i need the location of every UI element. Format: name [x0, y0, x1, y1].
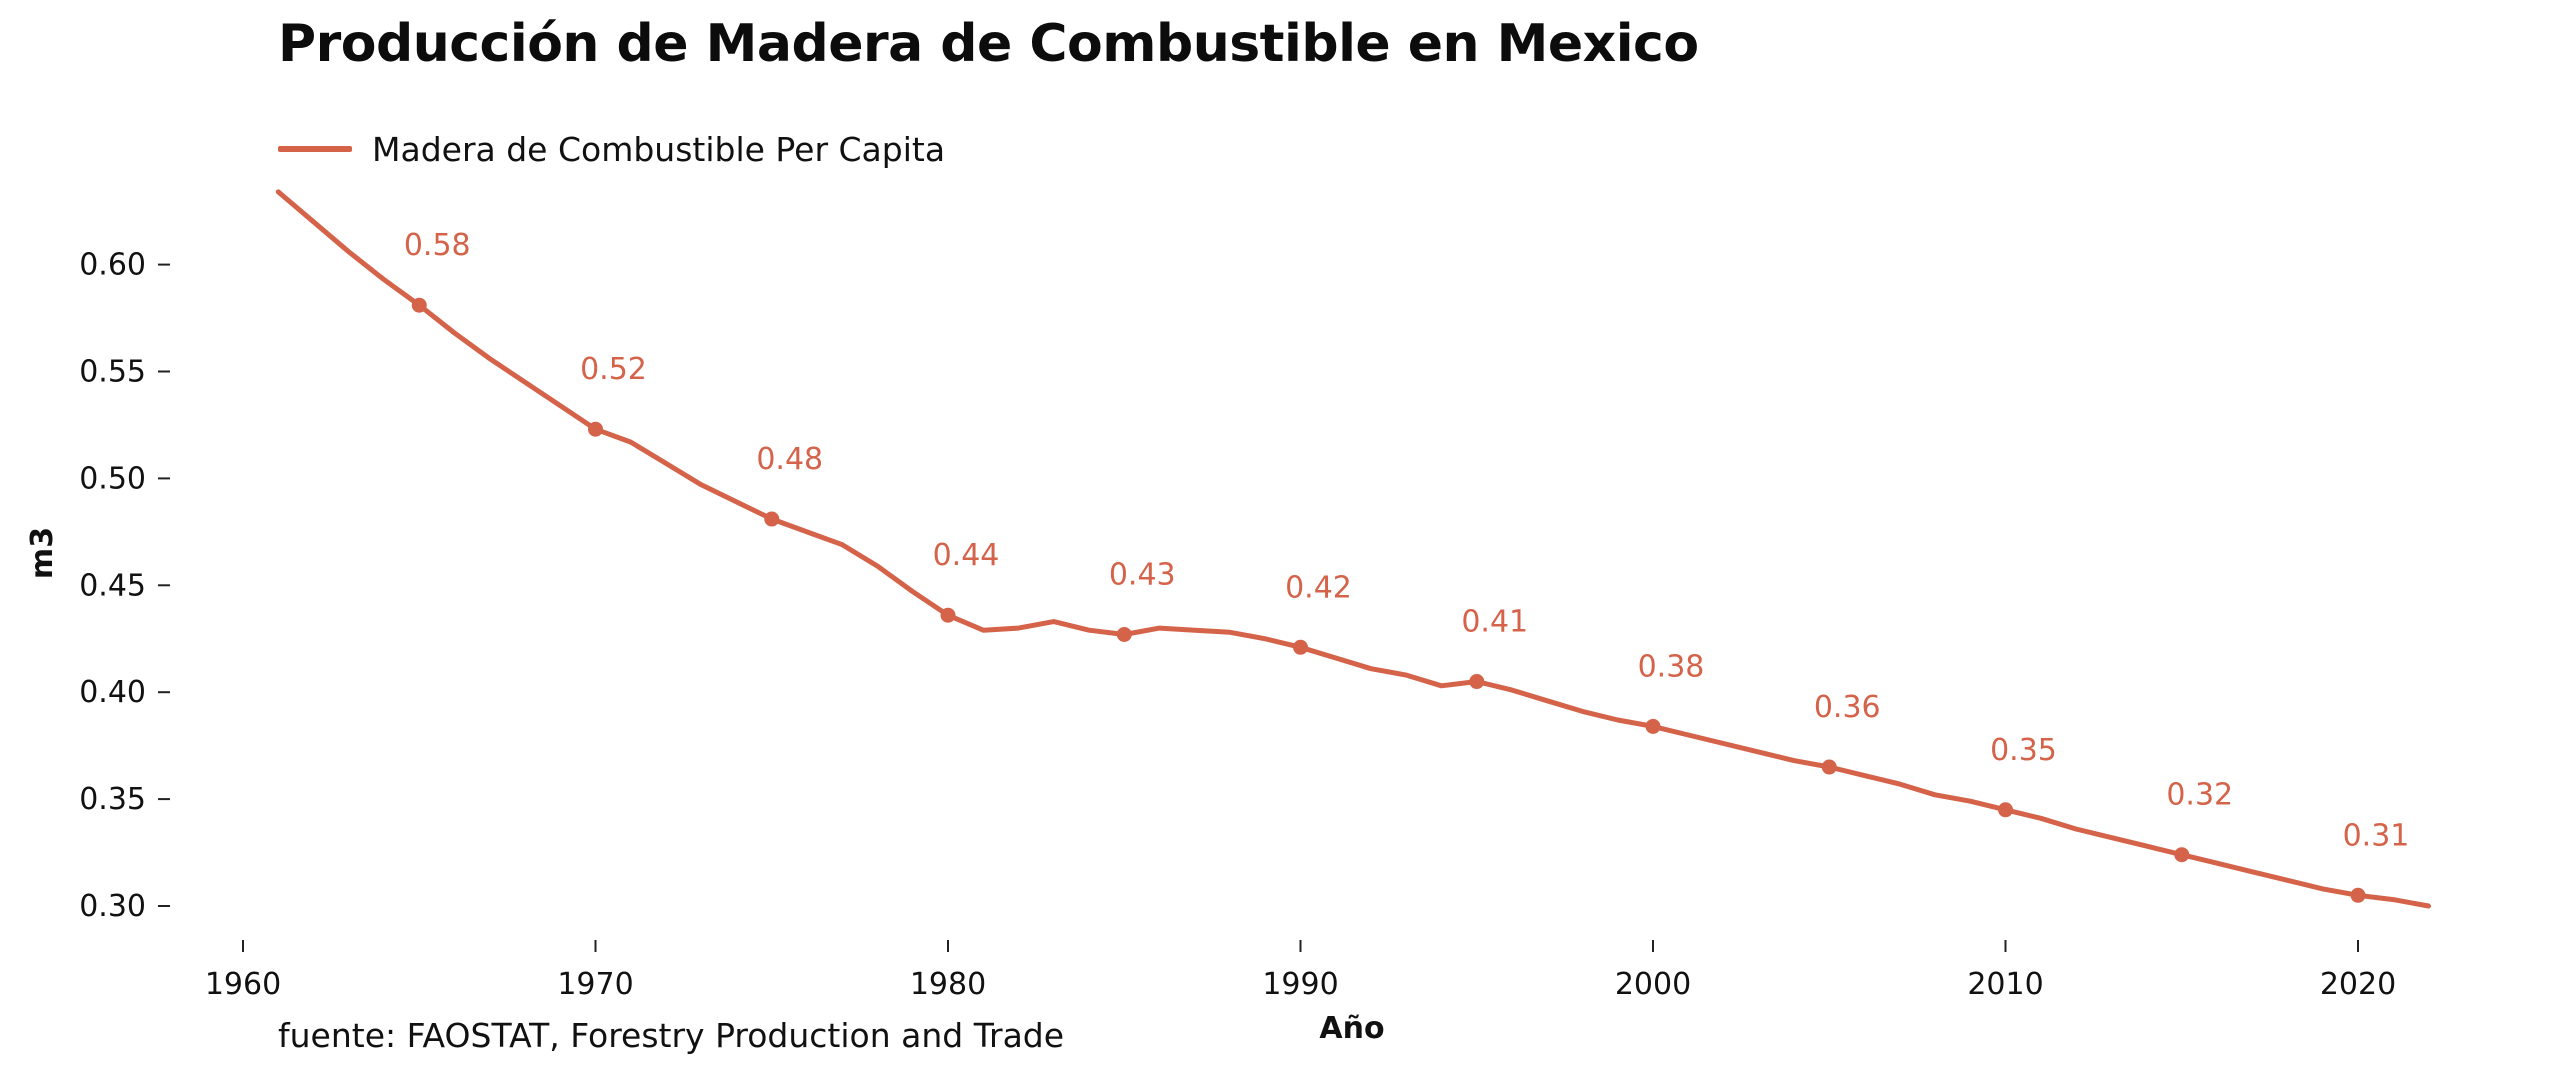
- data-label: 0.38: [1638, 649, 1705, 684]
- series-group: 0.58 0.52 0.48 0.44 0.43 0.42 0.41 0.38 0.36 0.35…: [275, 189, 2431, 909]
- x-tick-label: 1980: [910, 967, 986, 1002]
- data-label: 0.42: [1285, 570, 1352, 605]
- data-label: 0.41: [1461, 605, 1528, 640]
- data-point-marker: [764, 511, 780, 527]
- data-label: 0.35: [1990, 733, 2057, 768]
- x-axis-title: Año: [1319, 1011, 1384, 1046]
- y-tick-label: 0.55: [79, 355, 146, 390]
- y-tick-label: 0.30: [79, 889, 146, 924]
- data-point-marker: [1116, 626, 1132, 642]
- y-tick-label: 0.35: [79, 782, 146, 817]
- y-tick-label: 0.50: [79, 461, 146, 496]
- series-line: [275, 189, 2431, 909]
- data-point-marker: [588, 421, 603, 437]
- legend-swatch: [278, 146, 352, 152]
- data-label: 0.52: [580, 352, 647, 387]
- data-point-marker: [1645, 718, 1661, 734]
- y-axis-title: m3: [25, 527, 60, 579]
- x-tick-label: 2000: [1615, 967, 1691, 1002]
- data-label: 0.44: [933, 538, 1000, 573]
- data-point-marker: [411, 297, 427, 313]
- legend: Madera de Combustible Per Capita: [278, 124, 945, 174]
- data-point-marker: [1998, 802, 2013, 818]
- x-tick-label: 1990: [1262, 967, 1338, 1002]
- legend-label: Madera de Combustible Per Capita: [372, 129, 946, 169]
- x-tick-label: 2010: [1967, 967, 2043, 1002]
- data-point-marker: [940, 607, 956, 623]
- y-tick-label: 0.40: [79, 675, 146, 710]
- x-tick-label: 1970: [557, 967, 633, 1002]
- data-label: 0.32: [2166, 778, 2233, 813]
- data-point-marker: [1469, 674, 1485, 690]
- x-tick-label: 2020: [2320, 967, 2396, 1002]
- data-label: 0.58: [404, 228, 471, 263]
- data-label: 0.43: [1109, 557, 1176, 592]
- x-axis: 1960 1970 1980 1990 2000 2010 2020: [205, 940, 2396, 1002]
- data-label: 0.31: [2343, 818, 2410, 853]
- y-tick-label: 0.45: [79, 568, 146, 603]
- data-label: 0.36: [1814, 690, 1881, 725]
- y-axis: 0.30 0.35 0.40 0.45 0.50 0.55 0.60: [79, 248, 170, 924]
- data-label: 0.48: [756, 442, 823, 477]
- data-point-marker: [1821, 759, 1837, 775]
- data-point-marker: [2350, 887, 2366, 903]
- y-tick-label: 0.60: [79, 248, 146, 283]
- data-point-marker: [1293, 639, 1308, 655]
- data-point-marker: [2174, 847, 2190, 863]
- chart-title: Producción de Madera de Combustible en M…: [278, 14, 1699, 74]
- source-note: fuente: FAOSTAT, Forestry Production and…: [278, 1016, 1065, 1055]
- x-tick-label: 1960: [205, 967, 281, 1002]
